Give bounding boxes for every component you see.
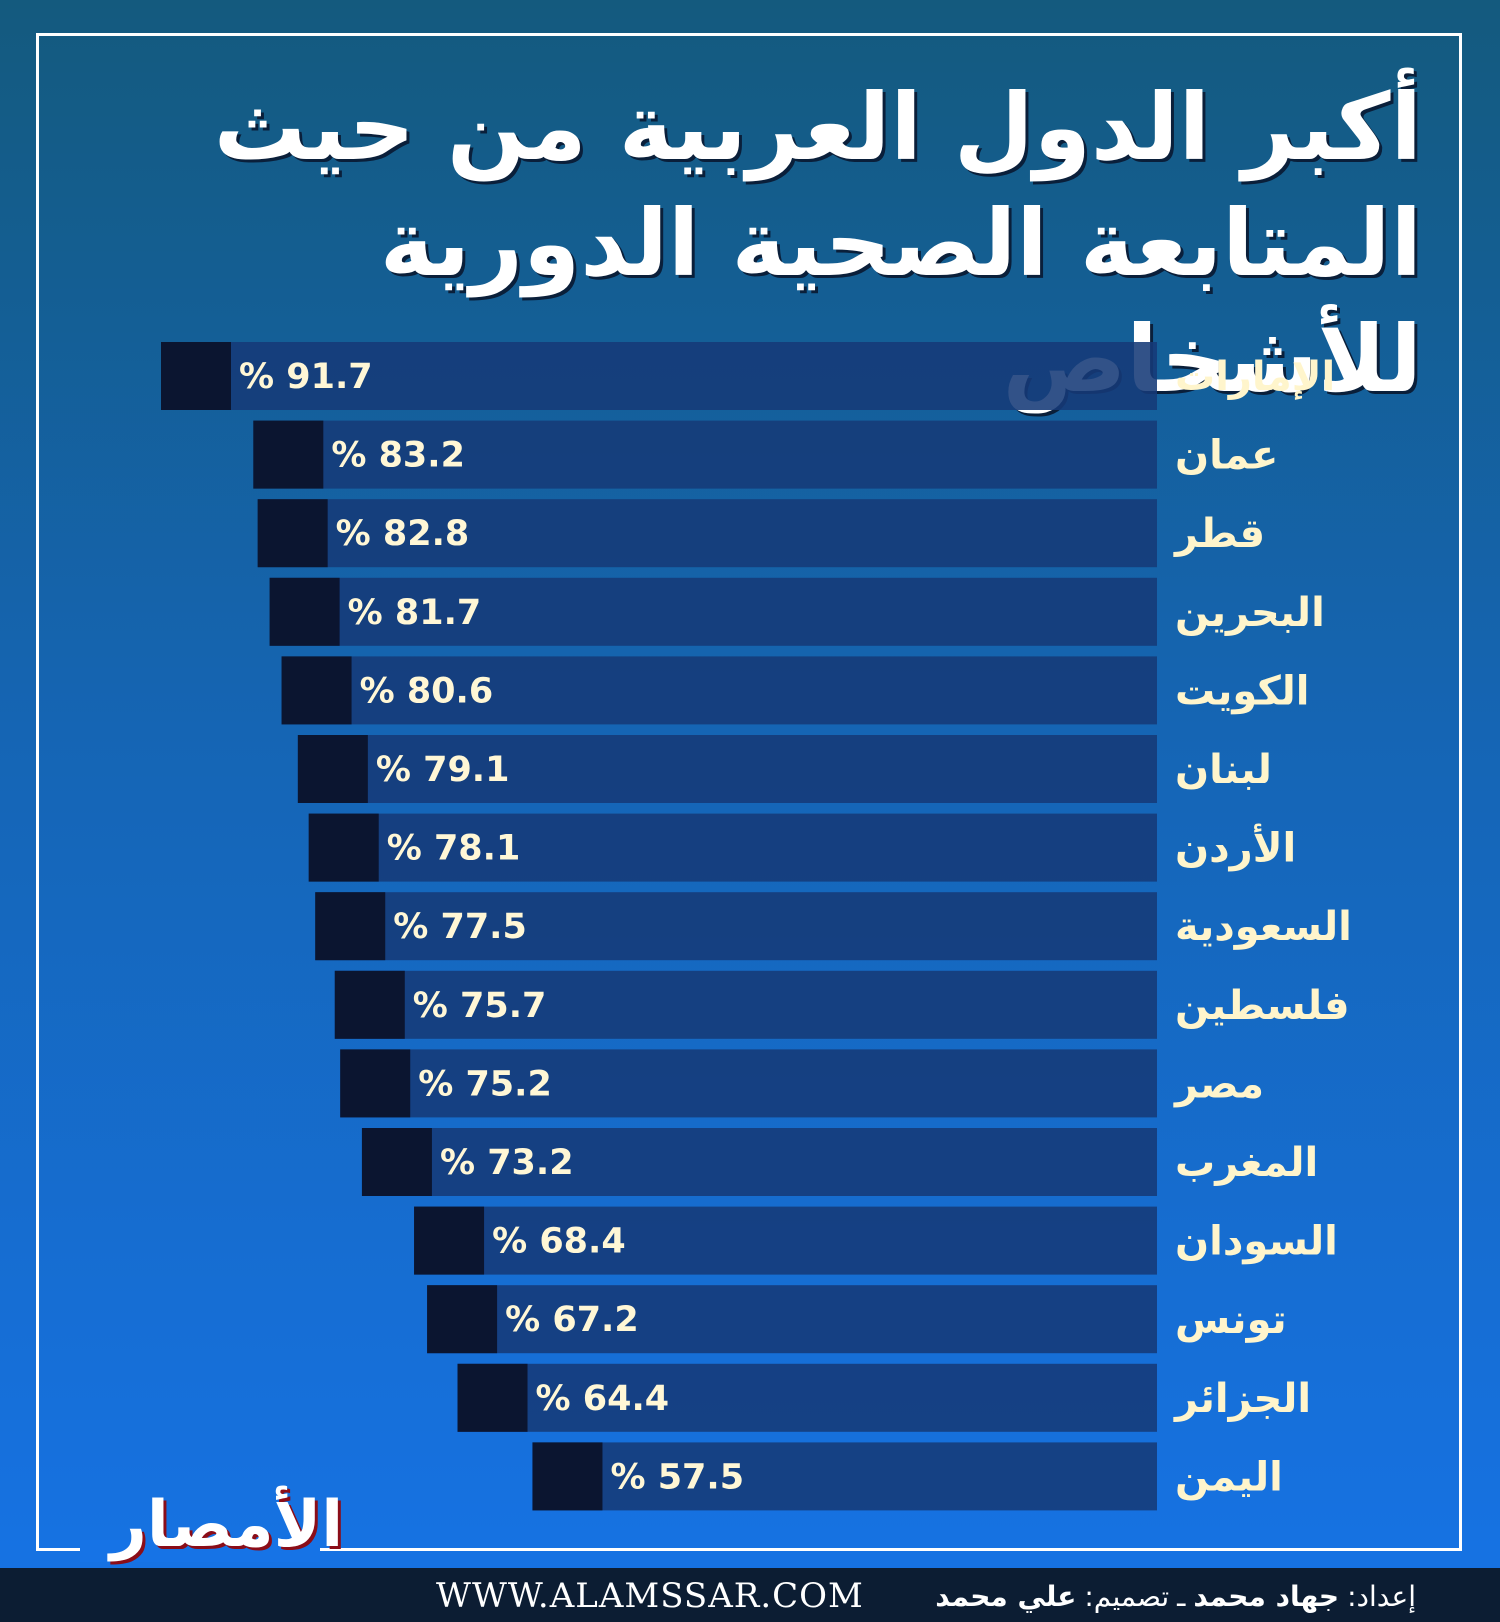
value-label: % 83.2 [331, 436, 465, 476]
bar [308, 813, 1158, 882]
bar [297, 735, 1157, 803]
value-label: % 81.7 [348, 593, 482, 633]
bar [427, 1285, 1157, 1354]
category-label: لبنان [1175, 747, 1272, 793]
value-label: % 78.1 [387, 829, 521, 869]
bar-row: % 79.1 لبنان [297, 735, 1272, 803]
bar-end-cap [427, 1285, 498, 1354]
bar [281, 656, 1157, 725]
bar-end-cap [340, 1049, 411, 1118]
prepared-label: إعداد: [1347, 1580, 1416, 1613]
bar-row: % 68.4 السودان [414, 1206, 1338, 1275]
bar [269, 577, 1157, 646]
credit-separator: ـ [1177, 1580, 1186, 1613]
value-label: % 79.1 [376, 750, 510, 790]
bar-row: % 83.2 عمان [253, 420, 1278, 489]
value-label: % 64.4 [536, 1379, 670, 1419]
value-label: % 77.5 [393, 907, 527, 947]
value-label: % 57.5 [610, 1457, 744, 1497]
bar-row: % 78.1 الأردن [308, 813, 1296, 882]
bar [414, 1206, 1157, 1275]
bar [253, 420, 1158, 489]
bar-row: % 57.5 اليمن [532, 1442, 1283, 1511]
bar [340, 1049, 1157, 1118]
value-label: % 68.4 [492, 1222, 626, 1262]
bar-end-cap [253, 420, 324, 489]
bar-end-cap [334, 970, 405, 1039]
category-label: المغرب [1175, 1140, 1318, 1186]
design-label: تصميم: [1084, 1580, 1170, 1613]
bar-end-cap [532, 1442, 603, 1511]
bar-end-cap [257, 499, 328, 568]
category-label: الجزائر [1173, 1376, 1311, 1422]
bar-row: % 64.4 الجزائر [457, 1363, 1311, 1432]
value-label: % 67.2 [505, 1300, 639, 1340]
bar-end-cap [161, 342, 231, 410]
category-label: الكويت [1175, 668, 1309, 714]
bar [257, 499, 1158, 568]
design-name: علي محمد [935, 1580, 1077, 1613]
prepared-name: جهاد محمد [1193, 1580, 1340, 1613]
bar-row: % 77.5 السعودية [315, 892, 1352, 961]
bar-end-cap [361, 1128, 432, 1196]
bar [315, 892, 1157, 961]
bar-end-cap [297, 735, 368, 803]
footer-website[interactable]: WWW.ALAMSSAR.COM [436, 1576, 864, 1616]
bar-end-cap [281, 656, 352, 725]
category-label: السعودية [1175, 904, 1352, 950]
category-label: اليمن [1175, 1454, 1283, 1500]
bar-end-cap [269, 577, 340, 646]
category-label: تونس [1175, 1297, 1287, 1343]
category-label: الأردن [1175, 823, 1296, 872]
bar [532, 1442, 1157, 1511]
category-label: فلسطين [1175, 983, 1350, 1029]
value-label: % 75.2 [418, 1064, 552, 1104]
bar-end-cap [457, 1363, 528, 1432]
value-label: % 75.7 [413, 986, 547, 1026]
bar-end-cap [315, 892, 386, 961]
bar-chart: % 91.7 الإمارات % 83.2 عمان % 82.8 قطر % 81.7 ا… [161, 342, 1352, 1511]
alamssar-logo: الأمصار [110, 1488, 344, 1562]
bar [161, 342, 1157, 410]
bar-end-cap [414, 1206, 485, 1275]
bar-row: % 82.8 قطر [257, 499, 1265, 568]
bar [361, 1128, 1157, 1196]
value-label: % 82.8 [336, 514, 470, 554]
category-label: البحرين [1175, 590, 1325, 636]
title-line-1: أكبر الدول العربية من حيث [213, 74, 1422, 181]
bar [334, 970, 1158, 1039]
category-label: قطر [1173, 511, 1265, 557]
bar-row: % 75.2 مصر [340, 1049, 1264, 1118]
footer-credits: إعداد: جهاد محمد ـ تصميم: علي محمد [935, 1580, 1416, 1613]
bar-row: % 73.2 المغرب [361, 1128, 1318, 1196]
frame-logo-gap [80, 1540, 320, 1562]
category-label: عمان [1175, 433, 1278, 479]
bar [457, 1363, 1158, 1432]
category-label: مصر [1173, 1061, 1264, 1107]
page-title: أكبر الدول العربية من حيث المتابعة الصحي… [0, 70, 1422, 418]
value-label: % 80.6 [360, 671, 494, 711]
bar-row: % 80.6 الكويت [281, 656, 1309, 725]
bar-row: % 81.7 البحرين [269, 577, 1325, 646]
bar-end-cap [308, 813, 379, 882]
value-label: % 91.7 [239, 357, 373, 397]
bar-row: % 75.7 فلسطين [334, 970, 1350, 1039]
bar-row: % 91.7 الإمارات [161, 342, 1335, 410]
footer-bar: WWW.ALAMSSAR.COM إعداد: جهاد محمد ـ تصمي… [0, 1568, 1500, 1622]
category-label: الإمارات [1175, 354, 1335, 400]
bar-row: % 67.2 تونس [427, 1285, 1287, 1354]
white-frame [36, 33, 1462, 1551]
category-label: السودان [1175, 1219, 1338, 1265]
value-label: % 73.2 [440, 1143, 574, 1183]
